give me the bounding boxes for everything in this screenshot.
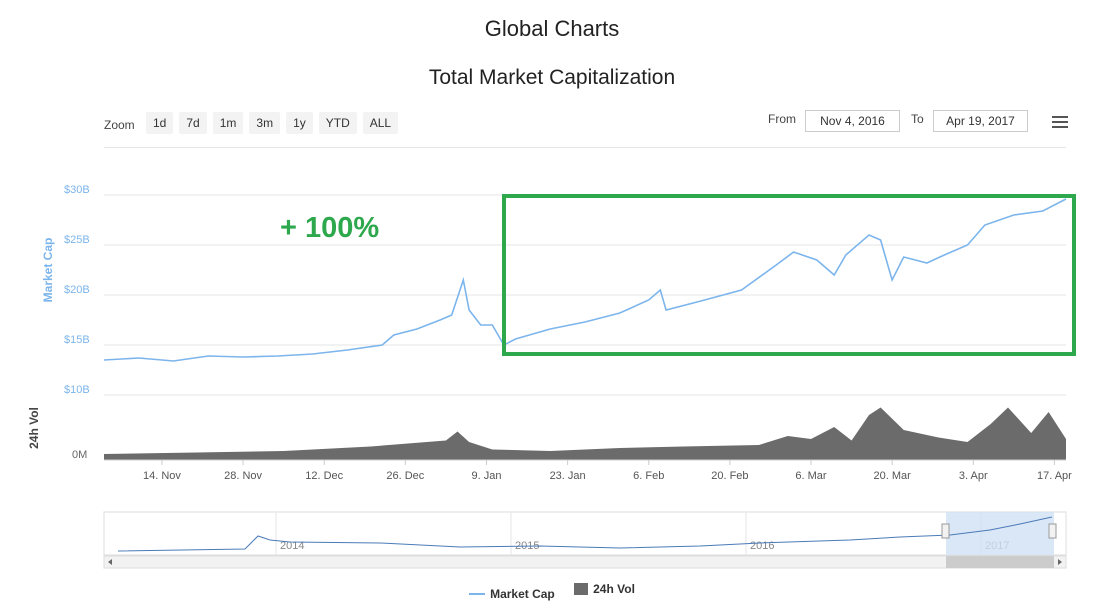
zoom-3m-button[interactable]: 3m [249,112,281,134]
x-tick-label: 6. Feb [633,470,664,482]
to-label: To [911,112,924,126]
scrollbar-track [103,555,1067,569]
x-tick-label: 6. Mar [795,470,827,482]
navigator-year-label: 2016 [750,540,774,552]
zoom-all-button[interactable]: ALL [362,112,399,134]
y-tick-label: $15B [64,334,90,346]
chart-title: Total Market Capitalization [428,66,676,89]
y-tick-label: $25B [64,234,90,246]
zoom-buttons: 1d 7d 1m 3m 1y YTD ALL [146,112,399,134]
volume-tick-label: 0M [72,449,87,461]
x-tick-label: 17. Apr [1037,470,1072,482]
y-axis-title: Market Cap [41,238,55,303]
x-tick-label: 14. Nov [143,470,181,482]
hamburger-menu-icon[interactable] [1052,116,1068,130]
navigator-year-label: 2014 [280,540,304,552]
legend-item-24h-vol[interactable]: 24h Vol [574,582,635,596]
legend: Market Cap 24h Vol [0,582,1104,601]
navigator-right-handle [1048,523,1057,539]
legend-label-24h-vol: 24h Vol [593,582,635,596]
page-title: Global Charts [484,16,620,41]
navigator-frame [103,511,1067,556]
growth-annotation: + 100% [280,212,380,244]
x-tick-label: 3. Apr [959,470,988,482]
to-date-input[interactable]: Apr 19, 2017 [933,110,1028,132]
x-tick-label: 28. Nov [224,470,262,482]
range-toolbar: Zoom 1d 7d 1m 3m 1y YTD ALL From Nov 4, … [104,110,1070,138]
zoom-7d-button[interactable]: 7d [179,112,207,134]
zoom-ytd-button[interactable]: YTD [318,112,357,134]
from-date-input[interactable]: Nov 4, 2016 [805,110,900,132]
x-tick-label: 12. Dec [305,470,343,482]
market-cap-line [103,198,1067,362]
legend-label-market-cap: Market Cap [490,587,555,601]
from-label: From [768,112,796,126]
volume-axis-title: 24h Vol [27,407,41,449]
scroll-left-icon [108,559,112,565]
zoom-1d-button[interactable]: 1d [146,112,174,134]
highlight-box [502,194,1076,356]
zoom-1y-button[interactable]: 1y [286,112,313,134]
scroll-right-icon [1058,559,1062,565]
x-tick-label: 20. Feb [711,470,748,482]
navigator-left-handle [941,523,950,539]
y-tick-label: $20B [64,284,90,296]
toolbar-divider [104,147,1066,148]
scrollbar-thumb [946,556,1054,568]
zoom-label: Zoom [104,118,135,132]
x-tick-label: 9. Jan [471,470,501,482]
navigator-series-line [117,516,1053,552]
x-tick-label: 20. Mar [873,470,911,482]
box-swatch-icon [574,583,589,595]
volume-area [104,407,1066,460]
legend-item-market-cap[interactable]: Market Cap [469,587,555,601]
y-tick-label: $10B [64,384,90,396]
x-tick-label: 26. Dec [386,470,424,482]
y-tick-label: $30B [64,184,90,196]
zoom-1m-button[interactable]: 1m [212,112,244,134]
x-tick-label: 23. Jan [550,470,586,482]
line-swatch-icon [469,593,486,595]
